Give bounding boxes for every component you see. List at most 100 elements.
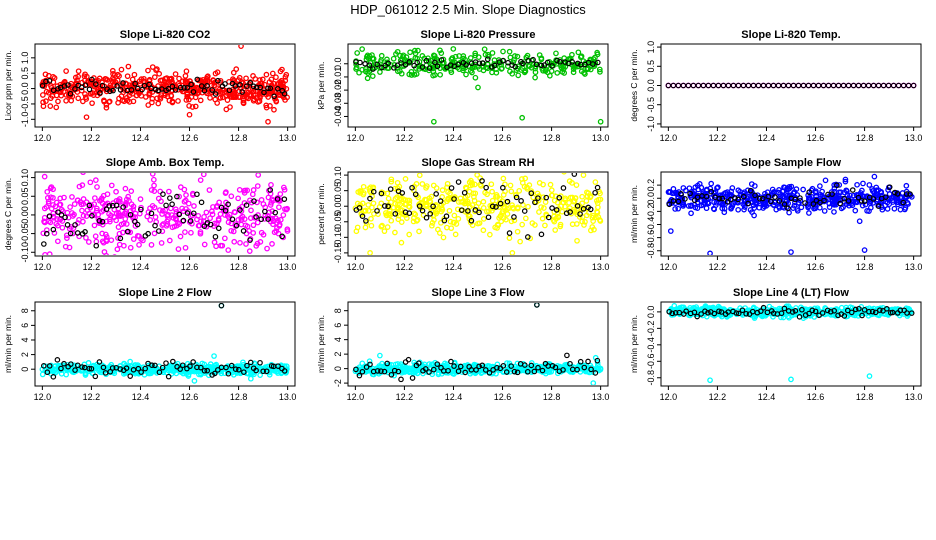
mean-point xyxy=(107,88,113,95)
series-point xyxy=(714,185,720,191)
mean-point xyxy=(683,308,689,314)
mean-point xyxy=(237,81,243,88)
mean-point xyxy=(574,366,580,373)
series-point xyxy=(806,210,812,216)
mean-point xyxy=(127,211,134,218)
series-point xyxy=(667,189,673,195)
series-point xyxy=(879,206,886,213)
mean-point xyxy=(180,217,187,224)
mean-point xyxy=(156,228,162,234)
series-point xyxy=(151,188,158,194)
series-point xyxy=(406,231,413,238)
mean-point xyxy=(239,89,245,95)
mean-point xyxy=(848,309,855,316)
series-point xyxy=(842,176,849,183)
mean-point xyxy=(476,209,482,216)
x-tick-label: 12.0 xyxy=(347,392,365,402)
series-point xyxy=(698,197,704,204)
mean-point xyxy=(89,76,95,83)
series-point xyxy=(475,207,482,213)
series-point xyxy=(394,68,401,75)
plot-frame xyxy=(660,171,922,257)
y-axis-label: ml/min per min. xyxy=(629,315,639,373)
series-point xyxy=(532,222,538,228)
mean-point xyxy=(438,57,445,63)
series-point xyxy=(597,218,604,224)
mean-point xyxy=(72,86,78,92)
series-point xyxy=(91,222,98,229)
mean-point xyxy=(215,225,222,232)
mean-point xyxy=(574,60,581,67)
series-point xyxy=(168,212,175,218)
series-point xyxy=(455,199,462,205)
y-tick-label: 0.0 xyxy=(20,82,30,95)
mean-point xyxy=(50,374,57,380)
series-point xyxy=(595,196,602,203)
series-point xyxy=(172,71,179,77)
series-point xyxy=(786,185,793,192)
series-point xyxy=(182,73,189,79)
series-point xyxy=(271,106,277,113)
figure-title: HDP_061012 2.5 Min. Slope Diagnostics xyxy=(350,2,586,17)
mean-point xyxy=(74,230,81,236)
mean-point xyxy=(852,306,859,313)
series-point xyxy=(547,72,553,79)
mean-point xyxy=(103,206,110,212)
mean-point xyxy=(594,357,601,364)
x-tick-label: 12.2 xyxy=(709,392,727,402)
x-tick-label: 12.6 xyxy=(494,392,512,402)
series-point xyxy=(354,50,361,56)
series-point xyxy=(102,76,109,82)
series-point xyxy=(550,217,557,223)
outlier-point xyxy=(186,111,193,118)
mean-point xyxy=(743,310,749,317)
y-tick-label: 0.2 xyxy=(646,179,656,192)
mean-point xyxy=(226,87,233,94)
mean-point xyxy=(272,209,279,216)
series-point xyxy=(220,94,226,101)
mean-point xyxy=(675,198,682,205)
series-point xyxy=(155,100,162,107)
mean-point xyxy=(201,367,208,374)
mean-point xyxy=(92,373,99,380)
mean-point xyxy=(222,207,229,214)
series-point xyxy=(280,212,287,218)
series-point xyxy=(781,204,788,211)
series-point xyxy=(48,194,54,201)
mean-point xyxy=(797,195,803,201)
y-tick-label: -0.8 xyxy=(646,243,656,259)
series-point xyxy=(75,95,82,102)
y-tick-label: 0.5 xyxy=(20,67,30,80)
x-tick-label: 13.0 xyxy=(279,133,297,143)
outlier-point xyxy=(265,118,271,125)
panels: Slope Li-820 CO2 12.0 12.2 12.4 12.6 12.8 13.0… xyxy=(3,29,922,402)
series-point xyxy=(399,366,406,372)
series-point xyxy=(147,217,154,223)
mean-point xyxy=(574,203,581,209)
series-point xyxy=(359,46,365,52)
series-point xyxy=(455,216,462,222)
mean-point xyxy=(458,207,465,213)
mean-point xyxy=(819,310,826,316)
series-point xyxy=(749,209,755,215)
x-tick-label: 12.2 xyxy=(83,392,101,402)
series-point xyxy=(453,221,460,227)
series-point xyxy=(720,200,726,207)
series-point xyxy=(71,201,78,207)
series-point xyxy=(264,245,270,252)
series-point xyxy=(131,71,138,78)
mean-point xyxy=(900,82,907,89)
series-point xyxy=(93,205,100,212)
series-point xyxy=(748,181,755,187)
x-tick-label: 12.8 xyxy=(856,262,874,272)
series-point xyxy=(83,96,90,102)
series-point xyxy=(384,224,391,230)
series-point xyxy=(280,184,287,191)
mean-point xyxy=(461,189,468,196)
series-point xyxy=(369,73,376,80)
mean-point xyxy=(538,62,545,69)
mean-point xyxy=(883,194,889,200)
series-point xyxy=(394,204,401,211)
outlier-point xyxy=(255,173,262,178)
mean-point xyxy=(212,370,218,377)
